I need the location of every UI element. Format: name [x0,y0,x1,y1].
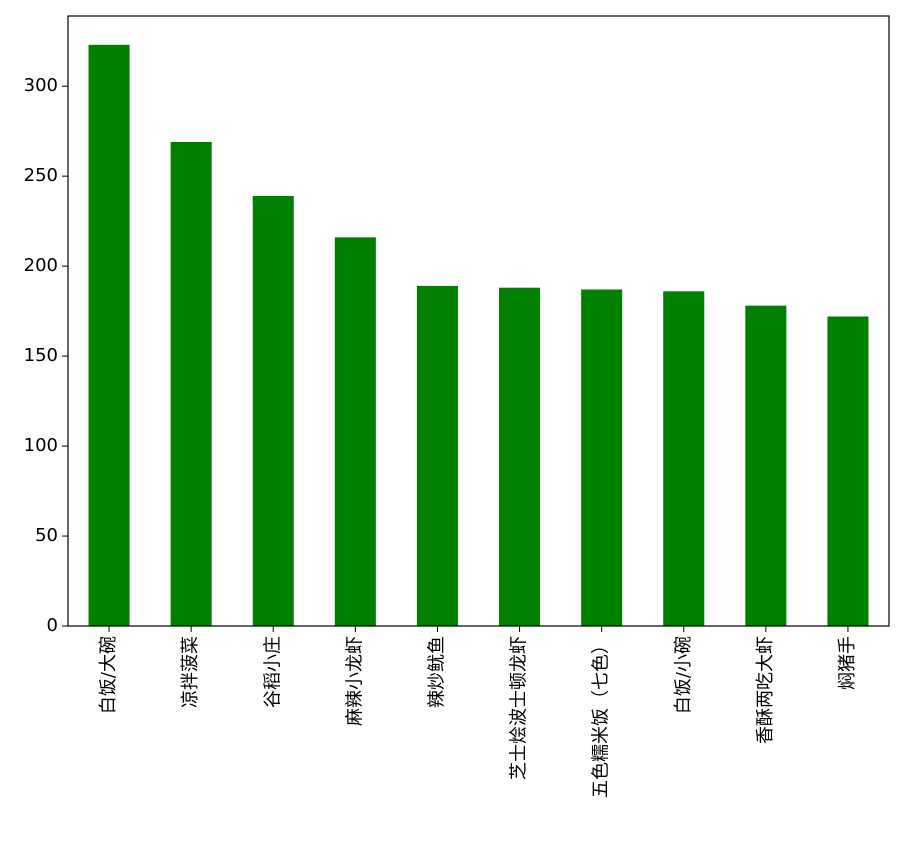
x-tick-label: 麻辣小龙虾 [344,636,365,726]
y-tick-label: 250 [24,165,58,186]
bar [663,291,705,626]
bar [827,316,869,626]
bar [745,305,787,626]
x-tick-label: 焖猪手 [837,636,858,690]
x-tick-label: 凉拌菠菜 [180,636,201,708]
y-tick-label: 0 [47,615,58,636]
y-tick-label: 150 [24,345,58,366]
x-tick-label: 芝士烩波士顿龙虾 [509,636,530,780]
x-tick-label: 白饭/大碗 [98,636,119,714]
y-tick-label: 200 [24,255,58,276]
bar [416,285,458,626]
x-tick-label: 辣炒鱿鱼 [426,636,447,708]
x-tick-label: 白饭/小碗 [673,636,694,714]
bar [252,195,294,626]
y-tick-label: 300 [24,75,58,96]
bar [88,44,130,626]
x-tick-label: 谷稻小庄 [262,636,283,708]
y-tick-label: 50 [35,525,58,546]
x-tick-label: 香酥两吃大虾 [755,636,776,744]
bar [499,287,541,626]
bar [334,237,376,626]
x-tick-label: 五色糯米饭（七色） [591,636,612,798]
y-tick-label: 100 [24,435,58,456]
bar [170,141,212,627]
bar [581,289,623,626]
plot-frame [67,15,890,627]
